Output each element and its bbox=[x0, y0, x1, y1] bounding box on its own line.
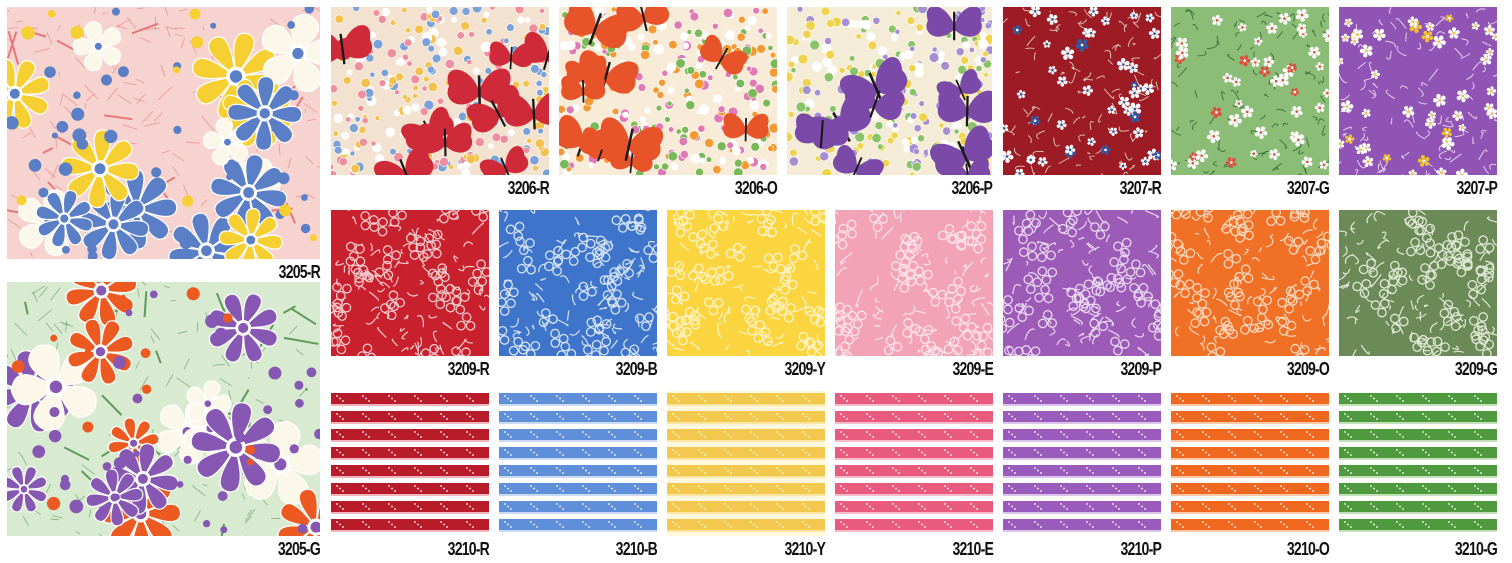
fabric-pattern-large-floral bbox=[7, 282, 320, 536]
fabric-pattern-small-floral bbox=[1339, 7, 1497, 175]
swatch-code-3209-r: 3209-R bbox=[447, 359, 490, 379]
fabric-swatch-3206-p[interactable] bbox=[787, 7, 992, 175]
fabric-swatch-3207-r[interactable] bbox=[1003, 7, 1161, 175]
swatch-code-3207-p: 3207-P bbox=[1456, 178, 1497, 198]
swatch-code-3210-b: 3210-B bbox=[615, 539, 658, 559]
swatch-code-3209-o: 3209-O bbox=[1286, 359, 1330, 379]
fabric-pattern-butterfly bbox=[787, 7, 992, 175]
fabric-pattern-clover bbox=[1171, 210, 1329, 356]
swatch-code-3206-o: 3206-O bbox=[734, 178, 778, 198]
swatch-code-3210-g: 3210-G bbox=[1454, 539, 1498, 559]
fabric-swatch-3210-p[interactable] bbox=[1003, 391, 1161, 536]
swatch-code-3210-e: 3210-E bbox=[952, 539, 993, 559]
fabric-swatch-3206-o[interactable] bbox=[559, 7, 777, 175]
fabric-swatch-3207-g[interactable] bbox=[1171, 7, 1329, 175]
swatch-code-3209-g: 3209-G bbox=[1454, 359, 1498, 379]
fabric-pattern-stripe bbox=[1339, 391, 1497, 536]
fabric-swatch-3206-r[interactable] bbox=[331, 7, 549, 175]
fabric-pattern-stripe bbox=[499, 391, 657, 536]
fabric-pattern-clover bbox=[667, 210, 825, 356]
fabric-swatch-3210-b[interactable] bbox=[499, 391, 657, 536]
fabric-pattern-clover bbox=[1339, 210, 1497, 356]
swatch-code-3206-r: 3206-R bbox=[507, 178, 550, 198]
swatch-code-3205-r: 3205-R bbox=[278, 262, 321, 282]
fabric-pattern-stripe bbox=[331, 391, 489, 536]
fabric-pattern-clover bbox=[835, 210, 993, 356]
swatch-code-3207-g: 3207-G bbox=[1286, 178, 1330, 198]
fabric-pattern-small-floral bbox=[1003, 7, 1161, 175]
swatch-code-3209-e: 3209-E bbox=[952, 359, 993, 379]
swatch-code-3210-r: 3210-R bbox=[447, 539, 490, 559]
fabric-swatch-3209-g[interactable] bbox=[1339, 210, 1497, 356]
fabric-swatch-3209-r[interactable] bbox=[331, 210, 489, 356]
fabric-pattern-clover bbox=[1003, 210, 1161, 356]
fabric-swatch-3207-p[interactable] bbox=[1339, 7, 1497, 175]
fabric-pattern-clover bbox=[331, 210, 489, 356]
fabric-pattern-stripe bbox=[1171, 391, 1329, 536]
fabric-swatch-3205-g[interactable] bbox=[7, 282, 320, 536]
swatch-code-3209-y: 3209-Y bbox=[784, 359, 825, 379]
fabric-pattern-stripe bbox=[667, 391, 825, 536]
fabric-swatch-3210-g[interactable] bbox=[1339, 391, 1497, 536]
fabric-swatch-3210-y[interactable] bbox=[667, 391, 825, 536]
fabric-pattern-stripe bbox=[835, 391, 993, 536]
fabric-swatch-3210-r[interactable] bbox=[331, 391, 489, 536]
swatch-code-3209-b: 3209-B bbox=[615, 359, 658, 379]
fabric-pattern-stripe bbox=[1003, 391, 1161, 536]
fabric-pattern-butterfly bbox=[559, 7, 777, 175]
fabric-swatch-3209-e[interactable] bbox=[835, 210, 993, 356]
fabric-pattern-butterfly bbox=[331, 7, 549, 175]
fabric-pattern-small-floral bbox=[1171, 7, 1329, 175]
swatch-code-3209-p: 3209-P bbox=[1120, 359, 1161, 379]
swatch-code-3210-o: 3210-O bbox=[1286, 539, 1330, 559]
swatch-code-3210-y: 3210-Y bbox=[784, 539, 825, 559]
fabric-swatch-3209-y[interactable] bbox=[667, 210, 825, 356]
fabric-swatch-3209-b[interactable] bbox=[499, 210, 657, 356]
fabric-swatch-3209-p[interactable] bbox=[1003, 210, 1161, 356]
swatch-code-3207-r: 3207-R bbox=[1119, 178, 1162, 198]
fabric-swatch-3210-e[interactable] bbox=[835, 391, 993, 536]
fabric-pattern-large-floral bbox=[7, 7, 320, 259]
fabric-swatch-3210-o[interactable] bbox=[1171, 391, 1329, 536]
swatch-code-3205-g: 3205-G bbox=[277, 539, 321, 559]
swatch-code-3210-p: 3210-P bbox=[1120, 539, 1161, 559]
swatch-code-3206-p: 3206-P bbox=[951, 178, 992, 198]
fabric-swatch-3205-r[interactable] bbox=[7, 7, 320, 259]
fabric-pattern-clover bbox=[499, 210, 657, 356]
fabric-swatch-3209-o[interactable] bbox=[1171, 210, 1329, 356]
